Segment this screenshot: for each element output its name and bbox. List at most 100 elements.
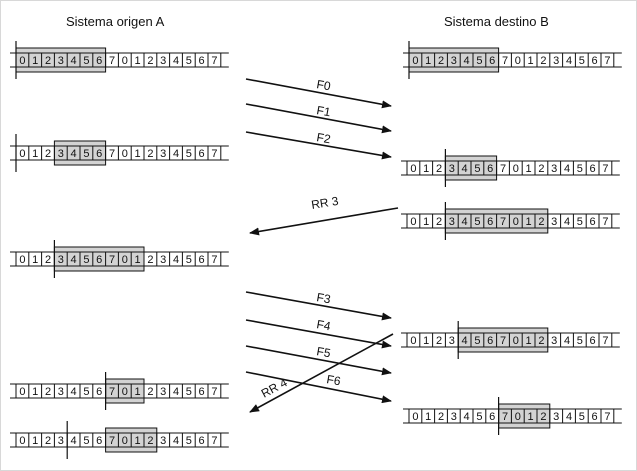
arrow-line bbox=[245, 319, 392, 349]
window-box bbox=[408, 47, 500, 73]
sequence-number: 2 bbox=[540, 411, 546, 423]
frame-f6: F6 bbox=[245, 371, 392, 404]
sequence-number: 4 bbox=[173, 254, 179, 266]
frame-f1: F1 bbox=[245, 103, 392, 134]
arrow-line bbox=[245, 345, 392, 376]
frame-f3: F3 bbox=[245, 290, 392, 321]
sequence-number: 7 bbox=[211, 254, 217, 266]
sequence-number: 5 bbox=[476, 55, 482, 67]
sequence-number: 0 bbox=[410, 216, 416, 228]
arrow-line bbox=[249, 333, 394, 413]
sequence-number: 2 bbox=[436, 163, 442, 175]
sequence-number: 2 bbox=[147, 254, 153, 266]
sequence-number: 5 bbox=[577, 216, 583, 228]
sequence-number: 4 bbox=[71, 386, 77, 398]
sequence-number: 5 bbox=[474, 163, 480, 175]
sequence-number: 7 bbox=[211, 55, 217, 67]
sequence-number: 3 bbox=[449, 335, 455, 347]
sequence-number: 3 bbox=[58, 435, 64, 447]
sequence-number: 6 bbox=[489, 55, 495, 67]
sequence-number: 6 bbox=[96, 55, 102, 67]
sequence-number: 0 bbox=[19, 254, 25, 266]
sequence-number: 3 bbox=[551, 163, 557, 175]
sequence-number: 2 bbox=[538, 216, 544, 228]
sequence-number: 3 bbox=[160, 435, 166, 447]
sequence-number: 7 bbox=[109, 254, 115, 266]
sequence-number: 7 bbox=[500, 335, 506, 347]
sequence-number: 6 bbox=[199, 435, 205, 447]
sequence-rows: 0 1 2 3 4 5 6 7 0 1 2 3 4 5 6 70 1 2 3 4 5 6 7 0 1 2 3 4 5 6 70 1 2 3 4 5 6 7… bbox=[10, 41, 622, 459]
sequence-number: 6 bbox=[590, 216, 596, 228]
arrow-line bbox=[245, 291, 392, 321]
sequence-number: 1 bbox=[135, 55, 141, 67]
sequence-number: 0 bbox=[19, 386, 25, 398]
sequence-number: 3 bbox=[58, 148, 64, 160]
sequence-number: 1 bbox=[135, 386, 141, 398]
sequence-number: 7 bbox=[500, 163, 506, 175]
sequence-number: 0 bbox=[122, 148, 128, 160]
sequence-number: 3 bbox=[551, 335, 557, 347]
sequence-number: 7 bbox=[109, 386, 115, 398]
sequence-number: 7 bbox=[604, 411, 610, 423]
sequence-number: 4 bbox=[173, 435, 179, 447]
sequence-number: 6 bbox=[590, 335, 596, 347]
sequence-number: 3 bbox=[58, 55, 64, 67]
sequence-number: 1 bbox=[32, 435, 38, 447]
sequence-number: 5 bbox=[474, 216, 480, 228]
sequence-number: 3 bbox=[451, 55, 457, 67]
sequence-number: 1 bbox=[32, 386, 38, 398]
source-system-title: Sistema origen A bbox=[66, 14, 165, 29]
sequence-number: 0 bbox=[122, 386, 128, 398]
sequence-number: 6 bbox=[199, 386, 205, 398]
sequence-number: 0 bbox=[19, 435, 25, 447]
sequence-number: 3 bbox=[160, 254, 166, 266]
sequence-number: 1 bbox=[528, 411, 534, 423]
window-box bbox=[15, 47, 107, 73]
sequence-number: 2 bbox=[436, 216, 442, 228]
sequence-number: 3 bbox=[451, 411, 457, 423]
sequence-number: 4 bbox=[564, 216, 570, 228]
sequence-number: 0 bbox=[410, 163, 416, 175]
sequence-number: 4 bbox=[173, 55, 179, 67]
sequence-number: 4 bbox=[71, 254, 77, 266]
sequence-number: 3 bbox=[58, 386, 64, 398]
sequence-number: 6 bbox=[96, 254, 102, 266]
sequence-number: 4 bbox=[71, 435, 77, 447]
destination-system-title: Sistema destino B bbox=[444, 14, 549, 29]
sequence-number: 2 bbox=[540, 55, 546, 67]
sequence-number: 6 bbox=[487, 163, 493, 175]
sequence-number: 6 bbox=[199, 148, 205, 160]
sequence-number: 5 bbox=[83, 435, 89, 447]
sequence-number: 0 bbox=[515, 411, 521, 423]
message-label: F5 bbox=[315, 344, 332, 360]
sequence-number: 4 bbox=[566, 55, 572, 67]
sequence-number: 2 bbox=[147, 148, 153, 160]
message-label: RR 3 bbox=[310, 194, 340, 212]
message-label: F0 bbox=[315, 77, 332, 93]
sequence-number: 1 bbox=[526, 216, 532, 228]
sequence-number: 7 bbox=[211, 148, 217, 160]
sequence-number: 4 bbox=[462, 163, 468, 175]
sequence-number: 0 bbox=[513, 335, 519, 347]
sequence-number: 0 bbox=[410, 335, 416, 347]
sequence-number: 1 bbox=[32, 254, 38, 266]
sequence-number: 5 bbox=[579, 411, 585, 423]
sequence-number: 2 bbox=[538, 335, 544, 347]
sequence-number: 2 bbox=[45, 55, 51, 67]
sequence-number: 1 bbox=[526, 335, 532, 347]
sequence-number: 6 bbox=[590, 163, 596, 175]
sequence-number: 1 bbox=[528, 55, 534, 67]
sequence-number: 7 bbox=[211, 435, 217, 447]
sequence-number: 7 bbox=[602, 216, 608, 228]
sequence-number: 5 bbox=[579, 55, 585, 67]
sequence-number: 1 bbox=[423, 216, 429, 228]
sequence-number: 6 bbox=[96, 386, 102, 398]
sequence-number: 7 bbox=[211, 386, 217, 398]
